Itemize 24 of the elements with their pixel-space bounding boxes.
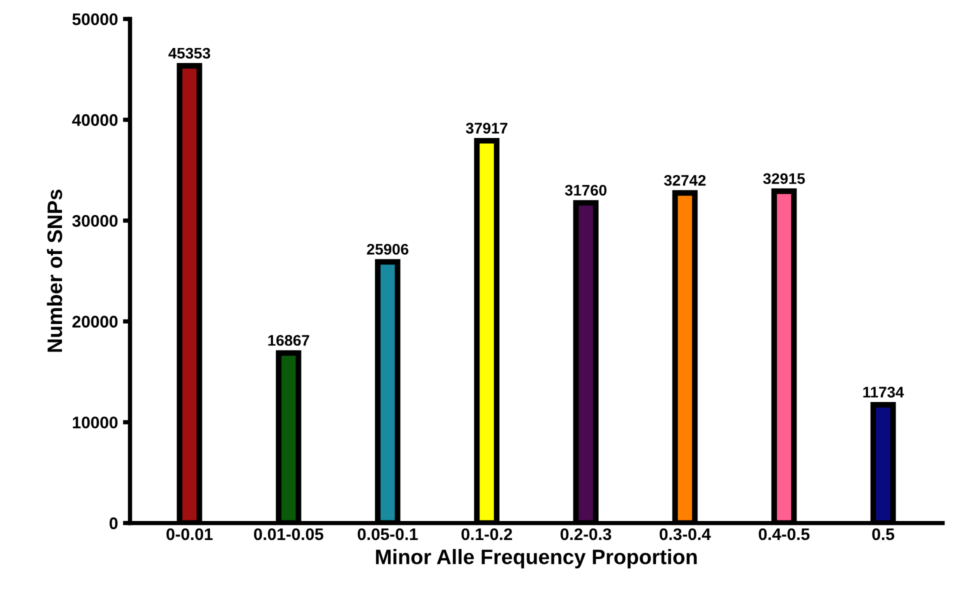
y-tick-label: 40000 [72,114,118,126]
data-label: 25906 [366,244,408,255]
data-label: 32742 [664,174,706,186]
data-label: 16867 [268,334,310,346]
data-label: 37917 [466,122,508,134]
data-label: 11734 [863,386,904,398]
y-tick-label: 0 [110,517,118,530]
y-tick-label: 20000 [72,316,118,328]
x-tick-label: 0.1-0.2 [461,528,512,540]
data-label: 31760 [564,184,606,196]
y-tick-label: 30000 [72,214,118,227]
data-label: 32915 [763,173,805,184]
x-tick-label: 0.2-0.3 [560,528,612,540]
x-tick-label: 0-0.01 [166,528,213,540]
x-tick-label: 0.3-0.4 [660,528,711,540]
x-tick-label: 0.01-0.05 [254,528,324,540]
x-axis-title: Minor Alle Frequency Proportion [376,548,697,568]
y-tick-label: 10000 [72,416,118,428]
y-tick-label: 50000 [72,13,118,26]
data-label: 45353 [168,48,210,59]
x-tick-label: 0.05-0.1 [358,528,418,540]
x-tick-label: 0.5 [872,528,894,540]
x-tick-label: 0.4-0.5 [758,528,810,540]
y-axis-title: Number of SNPs [46,190,62,352]
